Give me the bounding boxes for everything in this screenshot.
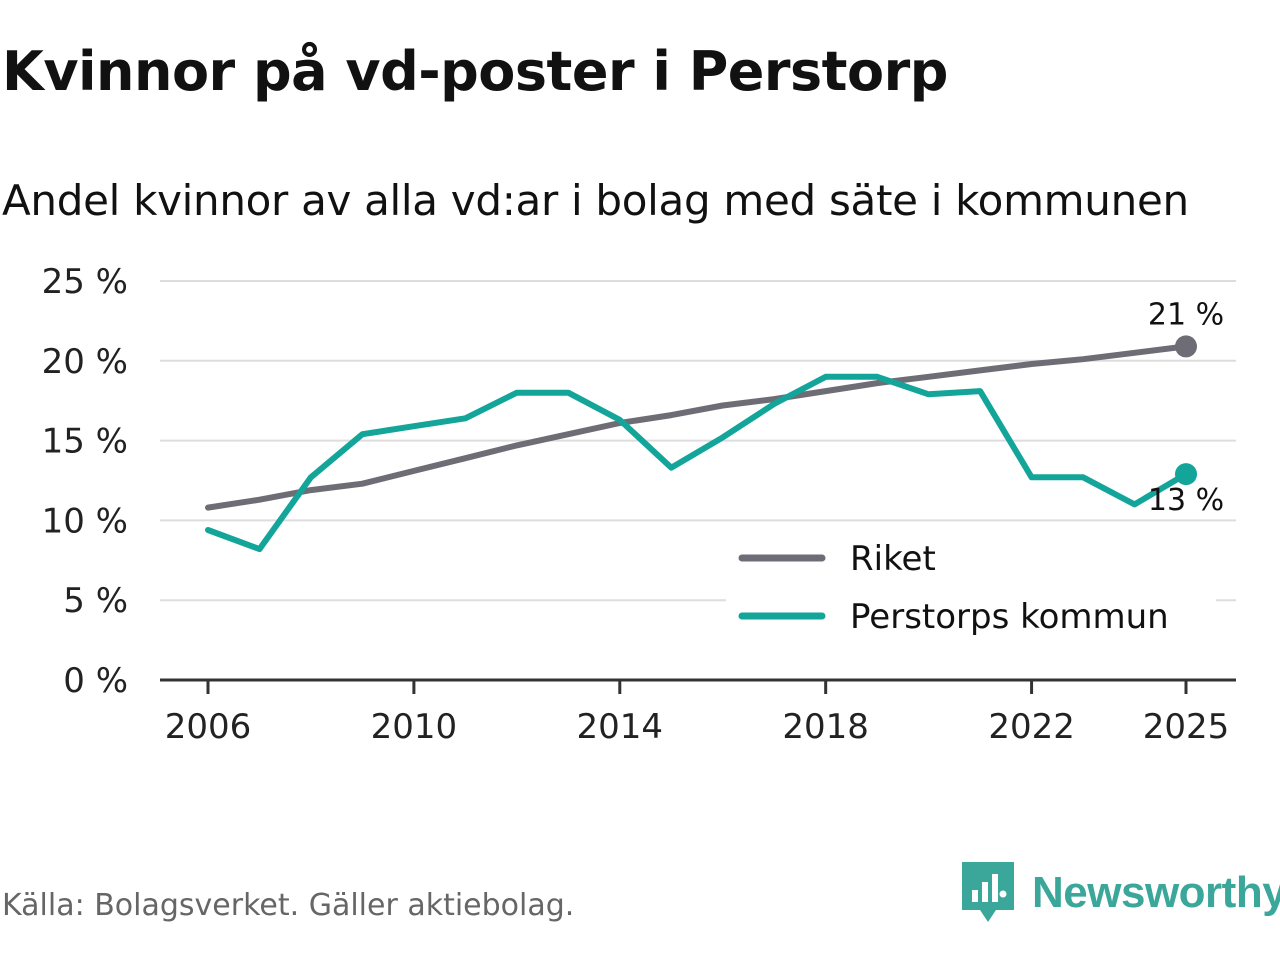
y-tick-label: 5 % [63, 581, 128, 621]
y-tick-label: 0 % [63, 661, 128, 701]
legend: Riket Perstorps kommun [726, 528, 1216, 652]
end-value-label: 21 % [1148, 297, 1224, 332]
series-line [205, 373, 1189, 553]
brand-logo: Newsworthy [962, 862, 1280, 924]
y-tick-label: 25 % [42, 262, 128, 302]
end-point-marker [1175, 335, 1197, 358]
chart-title: Kvinnor på vd-poster i Perstorp [2, 40, 948, 103]
legend-label: Riket [850, 539, 936, 579]
x-tick-label: 2014 [577, 707, 664, 747]
brand-name: Newsworthy [1032, 868, 1280, 917]
newsworthy-logo-icon [962, 862, 1014, 922]
source-note: Källa: Bolagsverket. Gäller aktiebolag. [2, 888, 575, 923]
y-tick-label: 10 % [42, 501, 128, 541]
x-tick-label: 2010 [371, 707, 458, 747]
x-axis: 2006 2010 2014 2018 2022 2025 [160, 678, 1236, 747]
legend-label: Perstorps kommun [850, 597, 1169, 637]
end-value-label: 13 % [1148, 483, 1224, 518]
series-line [205, 343, 1189, 511]
x-tick-label: 2006 [165, 707, 252, 747]
y-tick-label: 15 % [42, 422, 128, 462]
y-tick-label: 20 % [42, 342, 128, 382]
x-tick-label: 2022 [988, 707, 1075, 747]
x-tick-label: 2018 [782, 707, 869, 747]
y-axis: 0 % 5 % 10 % 15 % 20 % 25 % [42, 262, 128, 701]
chart-subtitle: Andel kvinnor av alla vd:ar i bolag med … [2, 176, 1189, 225]
series-lines [205, 335, 1197, 553]
x-tick-label: 2025 [1143, 707, 1230, 747]
end-point-marker [1175, 463, 1197, 486]
legend-background [726, 528, 1216, 652]
end-labels: 21 % 13 % [1148, 297, 1224, 518]
